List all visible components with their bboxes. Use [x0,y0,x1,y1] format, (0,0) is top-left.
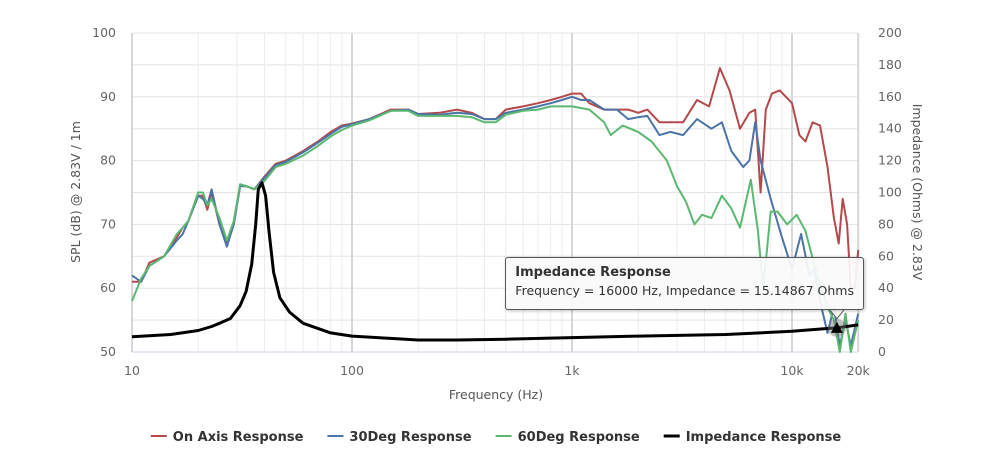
x-axis-label: Frequency (Hz) [449,387,543,402]
legend-item[interactable]: On Axis Response [150,430,304,445]
legend-label: 60Deg Response [518,430,640,445]
series-line-on-axis-response [132,67,860,290]
tooltip-title: Impedance Response [515,265,671,280]
tooltip-text: Frequency = 16000 Hz, Impedance = 15.148… [515,283,854,298]
legend-item[interactable]: Impedance Response [663,430,842,445]
legend: On Axis Response 30Deg Response 60Deg Resp… [150,430,842,445]
legend-label: Impedance Response [686,430,842,445]
y-tick-label: 90 [100,89,116,104]
triangle-marker-icon [830,321,843,333]
y2-tick-label: 160 [878,89,902,104]
tooltip-pointer [829,309,845,320]
y2-tick-label: 100 [878,185,902,200]
legend-item[interactable]: 30Deg Response [327,430,472,445]
y2-axis-label: Impedance (Ohms) @ 2.83V [910,104,925,281]
legend-label: On Axis Response [173,430,304,445]
y2-tick-label: 80 [878,216,894,231]
x-tick-label: 10k [780,363,804,378]
tooltip: Impedance Response Frequency = 16000 Hz,… [505,257,864,310]
y-tick-label: 70 [100,216,116,231]
legend-item[interactable]: 60Deg Response [495,430,640,445]
y2-tick-label: 20 [878,312,894,327]
y2-tick-label: 140 [878,121,902,136]
series-line-60deg-response [131,105,860,353]
y-tick-label: 60 [100,280,116,295]
legend-label: 30Deg Response [349,430,471,445]
x-tick-label: 100 [340,363,364,378]
x-tick-label: 20k [847,363,871,378]
y-tick-label: 100 [92,25,116,40]
hover-marker [827,309,846,337]
y-tick-label: 50 [100,344,116,359]
x-tick-label: 1k [564,363,580,378]
y2-tick-label: 200 [878,25,902,40]
series-lines [131,67,860,353]
y-tick-label: 80 [100,153,116,168]
y2-tick-label: 120 [878,153,902,168]
series-line-impedance-response [131,181,859,342]
axes: 10 100 1k 10k 20k 50 60 70 80 90 100 0 20 40 60 80 100 12… [92,25,902,378]
y-axis-label: SPL (dB) @ 2.83V / 1m [68,121,83,263]
y2-tick-label: 40 [878,280,894,295]
x-tick-label: 10 [124,363,140,378]
y2-tick-label: 60 [878,248,894,263]
y2-tick-label: 180 [878,57,902,72]
y2-tick-label: 0 [878,344,886,359]
